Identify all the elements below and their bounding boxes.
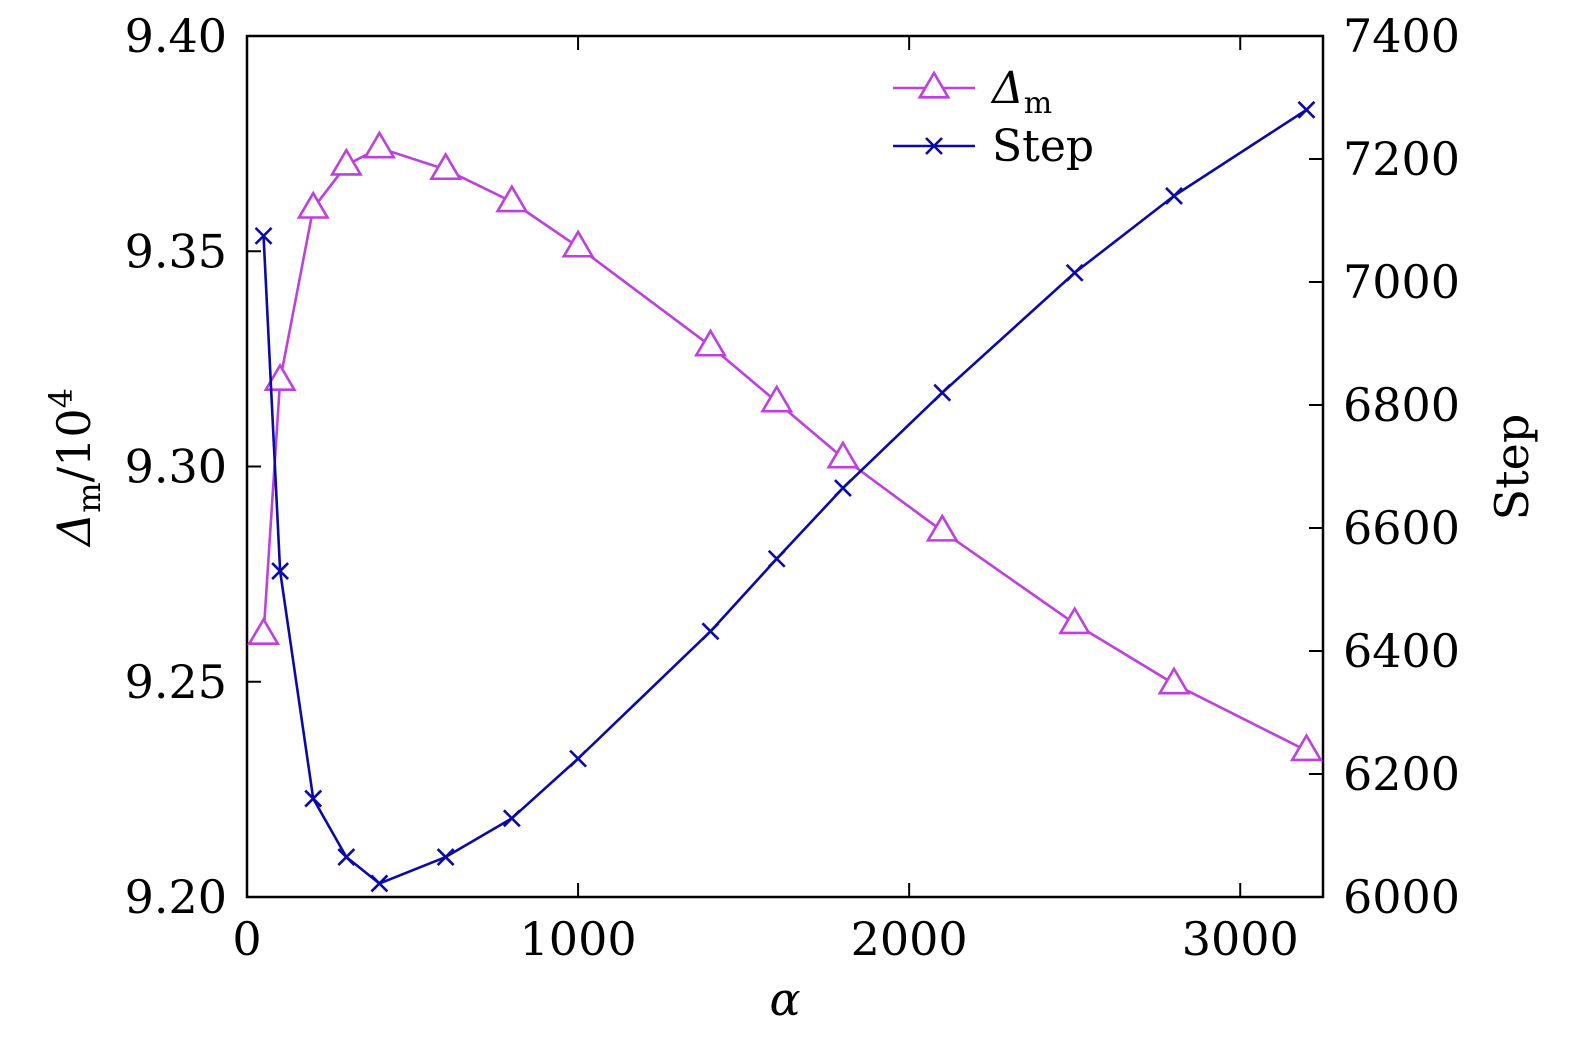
series-line-step	[262, 108, 1308, 885]
data-point-step	[1065, 263, 1084, 282]
series-layer	[247, 100, 1323, 893]
data-point-step	[436, 848, 455, 866]
y-right-tick-label: 7400	[1343, 9, 1460, 63]
data-point-delta-m	[561, 229, 595, 258]
data-point-step	[1297, 100, 1316, 119]
data-point-step-stroke-b	[271, 562, 290, 580]
data-point-step-stroke-b	[569, 749, 587, 768]
data-point-delta-m	[247, 616, 281, 645]
legend-label-sub: m	[1024, 86, 1052, 121]
y-left-title-main: Δ	[47, 513, 101, 548]
data-point-step-stroke-b	[1065, 263, 1084, 282]
x-tick-label: 1000	[520, 912, 637, 966]
data-point-delta-m	[1289, 733, 1323, 762]
data-point-step-stroke-b	[933, 383, 952, 402]
x-axis-title: α	[769, 972, 800, 1026]
data-point-step	[701, 622, 720, 641]
data-point-step	[502, 809, 521, 828]
data-point-delta-m	[329, 147, 363, 176]
data-point-delta-m	[296, 190, 330, 219]
x-tick-label: 3000	[1182, 912, 1299, 966]
y-left-tick-label: 9.20	[125, 870, 227, 924]
y-left-axis-title: Δm/104	[42, 388, 108, 548]
data-point-step-stroke-b	[304, 789, 323, 808]
x-tick-label: 0	[232, 912, 261, 966]
y-right-tick-label: 6600	[1343, 501, 1460, 555]
data-point-step-stroke-b	[834, 479, 852, 497]
plot-frame	[245, 34, 1325, 899]
y-right-tick-label: 6400	[1343, 624, 1460, 678]
data-point-delta-m	[429, 151, 463, 181]
data-point-step-stroke-b	[254, 226, 273, 245]
data-point-step	[254, 226, 273, 245]
data-point-step-stroke-b	[337, 848, 356, 866]
y-left-title-rest: /10	[47, 408, 101, 482]
data-point-delta-m	[826, 440, 860, 469]
y-left-tick-label: 9.30	[125, 440, 227, 494]
x-tick-label: 2000	[851, 912, 968, 966]
data-point-step	[370, 874, 389, 893]
data-point-step	[569, 749, 587, 768]
legend-label-main: Δ	[990, 63, 1024, 114]
data-point-delta-m	[925, 513, 959, 542]
data-point-delta-m	[1058, 606, 1092, 635]
data-point-step	[834, 479, 852, 497]
y-left-title-sub: m	[70, 482, 108, 512]
data-point-step-stroke-b	[767, 549, 786, 568]
y-right-tick-label: 6800	[1343, 378, 1460, 432]
data-point-step	[1165, 186, 1183, 205]
data-point-delta-m	[760, 384, 794, 413]
y-right-tick-label: 7000	[1343, 255, 1460, 309]
data-point-delta-m	[263, 362, 297, 392]
axes: 0 1000 2000 3000 9.20 9.25 9.30 9.35 9.40 6000 620…	[125, 9, 1461, 966]
y-right-axis-title: Step	[1485, 414, 1539, 521]
data-point-step-stroke-b	[436, 848, 455, 866]
y-left-tick-label: 9.40	[125, 9, 227, 63]
legend-label-delta-m: Δm	[990, 63, 1052, 121]
data-point-step-stroke-b	[502, 809, 521, 828]
y-right-tick-label: 6000	[1343, 870, 1460, 924]
data-point-step-stroke-b	[370, 874, 389, 893]
legend-marker-step	[925, 137, 943, 155]
data-point-step	[304, 789, 323, 808]
data-point-step	[337, 848, 356, 866]
y-left-tick-label: 9.25	[125, 655, 227, 709]
data-point-delta-m	[1157, 666, 1191, 695]
data-point-step	[767, 549, 786, 568]
axis-titles: α Δm/104 Step	[42, 388, 1539, 1026]
data-point-delta-m	[495, 184, 529, 213]
data-point-step	[271, 562, 290, 580]
y-left-tick-label: 9.35	[125, 224, 227, 278]
data-point-step-stroke-b	[1165, 186, 1183, 205]
legend-label-main: Step	[992, 121, 1094, 172]
y-right-tick-label: 6200	[1343, 747, 1460, 801]
y-left-title-sup: 4	[42, 388, 80, 408]
data-point-step	[933, 383, 952, 402]
y-right-tick-label: 7200	[1343, 132, 1460, 186]
legend-marker-delta-m	[917, 70, 951, 99]
legend-label-step: Step	[992, 121, 1094, 172]
data-point-delta-m	[693, 328, 728, 357]
series-line-delta-m	[262, 146, 1308, 752]
data-point-step-stroke-b	[1297, 100, 1316, 119]
data-point-delta-m	[362, 130, 396, 159]
data-point-step-stroke-b	[701, 622, 720, 641]
legend-marker-step-stroke-b	[925, 137, 943, 155]
